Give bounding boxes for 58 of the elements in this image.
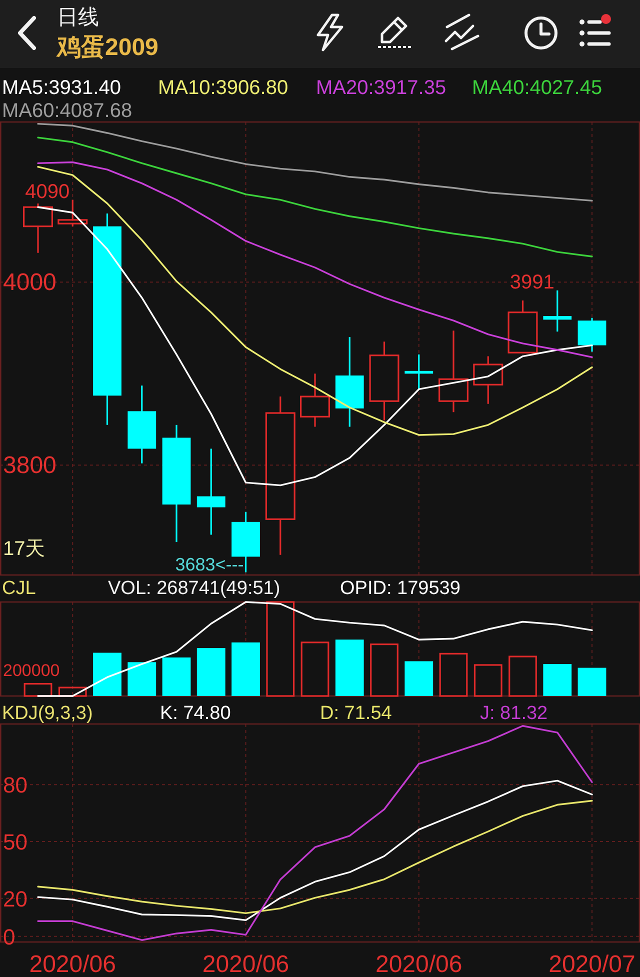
annotation: 17天 bbox=[3, 538, 46, 560]
candlestick bbox=[404, 354, 434, 390]
chart-subtitle: VOL: 268741(49:51) bbox=[108, 578, 280, 598]
candlestick bbox=[300, 372, 330, 428]
bar bbox=[404, 661, 434, 696]
text: D: 71.54 bbox=[320, 702, 392, 724]
candlestick bbox=[543, 290, 572, 332]
x-tick-label: 2020/06 bbox=[202, 950, 290, 977]
candlestick bbox=[58, 198, 88, 228]
text: MA10:3906.80 bbox=[158, 77, 288, 99]
x-tick-label: 2020/07 bbox=[548, 950, 636, 977]
bar bbox=[543, 664, 572, 696]
candlestick bbox=[369, 340, 400, 422]
bar bbox=[370, 644, 398, 697]
candlestick bbox=[265, 396, 296, 556]
annotation: 4090 bbox=[25, 180, 70, 203]
bar bbox=[578, 668, 606, 696]
text: MA40:4027.45 bbox=[472, 77, 602, 99]
line-series bbox=[37, 800, 593, 914]
annotation: 200000 bbox=[3, 660, 60, 680]
series-label: MA60:4087.68 bbox=[2, 100, 132, 122]
line-series bbox=[37, 780, 593, 922]
series-label: J: 81.32 bbox=[480, 702, 548, 724]
annotation: 3683<--- bbox=[175, 554, 244, 574]
text: MA5:3931.40 bbox=[2, 77, 121, 99]
bar bbox=[300, 642, 330, 697]
annotation: 3991 bbox=[510, 271, 554, 294]
series-label: OPID: 179539 bbox=[340, 578, 460, 598]
chart-title: KDJ(9,3,3) bbox=[2, 702, 93, 724]
chart-title: 日线 bbox=[57, 6, 99, 28]
candlestick bbox=[23, 202, 53, 254]
chart-title: CJL bbox=[2, 578, 36, 598]
chart-subtitle: 鸡蛋2009 bbox=[56, 34, 158, 60]
y-tick-label: 20 bbox=[3, 886, 28, 911]
y-tick-label: 4000 bbox=[3, 268, 56, 296]
y-tick-label: 0 bbox=[3, 924, 16, 949]
bar bbox=[196, 648, 226, 696]
bar bbox=[128, 662, 156, 696]
text: MA20:3917.35 bbox=[316, 77, 446, 99]
y-tick-label: 80 bbox=[3, 772, 28, 798]
candlestick bbox=[196, 448, 226, 536]
candlestick bbox=[508, 300, 538, 354]
line-series bbox=[37, 725, 593, 941]
bar bbox=[474, 664, 502, 697]
bar bbox=[266, 601, 295, 697]
bar bbox=[93, 652, 122, 696]
text: K: 74.80 bbox=[160, 702, 231, 724]
y-tick-label: 3800 bbox=[3, 452, 56, 479]
bar bbox=[439, 652, 468, 697]
bar bbox=[232, 642, 260, 696]
y-tick-label: 50 bbox=[3, 829, 28, 854]
candlestick bbox=[438, 330, 468, 413]
x-tick-label: 2020/06 bbox=[29, 950, 116, 977]
bar bbox=[162, 657, 191, 696]
candlestick bbox=[473, 355, 504, 405]
bar bbox=[508, 656, 537, 697]
bar bbox=[335, 640, 364, 696]
x-tick-label: 2020/06 bbox=[375, 950, 462, 977]
